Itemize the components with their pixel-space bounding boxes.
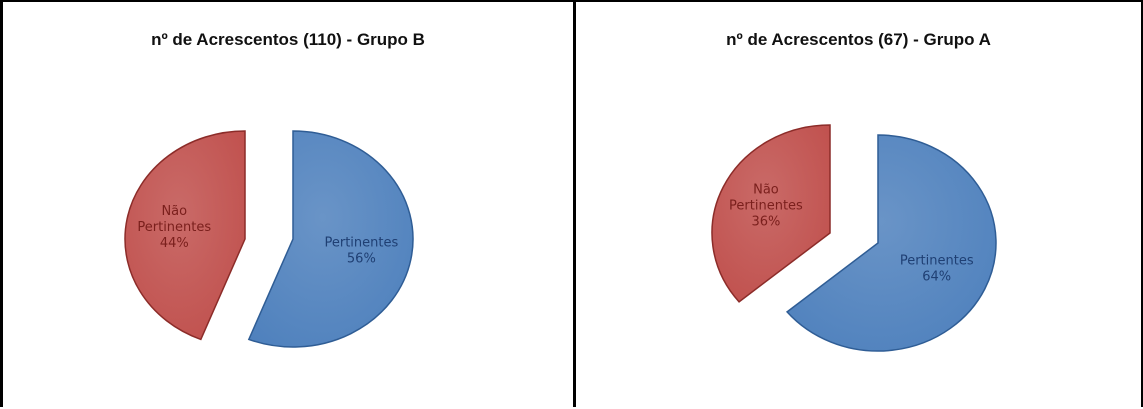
chart-panel-grupo-a: nº de Acrescentos (67) - Grupo A Pertine…	[573, 0, 1143, 407]
pie-slice-label-pertinentes: Pertinentes 64%	[900, 253, 974, 284]
chart-panel-grupo-b: nº de Acrescentos (110) - Grupo B Pertin…	[0, 0, 573, 407]
pie-chart-grupo-a: Pertinentes 64% Não Pertinentes 36%	[711, 124, 997, 352]
pie-slice-nao-pertinentes	[711, 124, 831, 303]
pie-slice-pertinentes	[247, 130, 414, 348]
pie-slice-label-pertinentes: Pertinentes 56%	[324, 236, 398, 267]
pie-slice-label-nao-pertinentes: Não Pertinentes 44%	[137, 204, 211, 251]
pie-slice-pertinentes	[785, 134, 997, 352]
pie-slice-label-nao-pertinentes: Não Pertinentes 36%	[729, 182, 803, 229]
chart-title-grupo-b: nº de Acrescentos (110) - Grupo B	[151, 30, 425, 49]
pie-chart-grupo-b: Pertinentes 56% Não Pertinentes 44%	[124, 130, 414, 348]
chart-title-grupo-a: nº de Acrescentos (67) - Grupo A	[726, 30, 991, 49]
pie-slice-nao-pertinentes	[124, 130, 246, 341]
